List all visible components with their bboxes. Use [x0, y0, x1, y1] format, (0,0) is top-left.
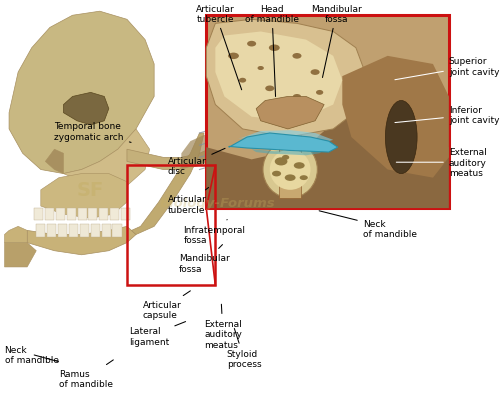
Text: Articular
capsule: Articular capsule [143, 291, 190, 320]
Ellipse shape [310, 70, 320, 76]
Polygon shape [36, 225, 46, 237]
Ellipse shape [265, 86, 274, 92]
Text: Temporal bone
zygomatic arch: Temporal bone zygomatic arch [54, 122, 131, 143]
Polygon shape [110, 209, 119, 221]
Ellipse shape [272, 171, 281, 177]
Ellipse shape [228, 53, 239, 60]
Text: Neck
of mandible: Neck of mandible [4, 345, 59, 364]
Polygon shape [279, 136, 301, 198]
Ellipse shape [239, 79, 246, 83]
Polygon shape [238, 131, 333, 142]
Polygon shape [66, 209, 76, 221]
Polygon shape [121, 209, 130, 221]
Text: Infratemporal
fossa: Infratemporal fossa [184, 220, 246, 245]
Polygon shape [56, 209, 65, 221]
Polygon shape [90, 225, 100, 237]
Polygon shape [182, 130, 236, 170]
Polygon shape [45, 209, 54, 221]
Ellipse shape [386, 101, 417, 174]
Text: Ramus
of mandible: Ramus of mandible [59, 360, 114, 388]
Polygon shape [88, 209, 98, 221]
Ellipse shape [247, 42, 256, 47]
Ellipse shape [294, 163, 304, 169]
Text: SF: SF [77, 181, 104, 200]
Polygon shape [80, 225, 89, 237]
Text: External
auditory
meatus: External auditory meatus [204, 305, 242, 349]
Polygon shape [216, 32, 342, 122]
Polygon shape [229, 134, 338, 153]
Polygon shape [34, 209, 43, 221]
Polygon shape [127, 150, 208, 170]
Polygon shape [47, 225, 56, 237]
Ellipse shape [258, 67, 264, 71]
Ellipse shape [316, 91, 324, 96]
Text: Head
of mandible: Head of mandible [245, 4, 299, 97]
Ellipse shape [270, 150, 310, 190]
Polygon shape [132, 134, 204, 235]
Polygon shape [112, 225, 122, 237]
Text: Styloid
process: Styloid process [226, 329, 262, 368]
Text: Mandibular
fossa: Mandibular fossa [311, 4, 362, 78]
Text: Articular
tubercle: Articular tubercle [196, 4, 242, 91]
Polygon shape [252, 150, 324, 156]
Polygon shape [342, 57, 449, 178]
Ellipse shape [269, 45, 280, 52]
Ellipse shape [292, 54, 302, 60]
Polygon shape [58, 225, 67, 237]
Text: Articular
tubercle: Articular tubercle [168, 188, 208, 214]
Polygon shape [102, 225, 110, 237]
Ellipse shape [274, 158, 287, 166]
Ellipse shape [284, 175, 296, 181]
Polygon shape [46, 150, 64, 174]
Polygon shape [9, 12, 154, 174]
Bar [127, 166, 216, 286]
Polygon shape [206, 20, 365, 138]
Polygon shape [27, 227, 136, 255]
Text: Biology-Forums: Biology-Forums [160, 196, 276, 209]
Text: Superior
joint cavity: Superior joint cavity [395, 57, 500, 81]
Polygon shape [64, 130, 150, 190]
Polygon shape [206, 87, 449, 209]
Text: Inferior
joint cavity: Inferior joint cavity [395, 106, 500, 125]
Bar [206, 16, 449, 209]
Text: Articular
disc: Articular disc [168, 149, 225, 176]
Polygon shape [4, 227, 27, 243]
Ellipse shape [282, 156, 290, 160]
Ellipse shape [300, 176, 308, 181]
Polygon shape [4, 243, 36, 267]
Ellipse shape [263, 142, 318, 198]
Text: Mandibular
fossa: Mandibular fossa [179, 245, 230, 273]
Polygon shape [69, 225, 78, 237]
Polygon shape [78, 209, 86, 221]
Text: Lateral
ligament: Lateral ligament [129, 322, 186, 346]
Polygon shape [256, 97, 324, 130]
Text: External
auditory
meatus: External auditory meatus [396, 148, 486, 178]
Ellipse shape [293, 95, 301, 100]
Polygon shape [100, 209, 108, 221]
Polygon shape [41, 174, 127, 219]
Text: Neck
of mandible: Neck of mandible [319, 211, 416, 239]
Polygon shape [64, 93, 109, 126]
